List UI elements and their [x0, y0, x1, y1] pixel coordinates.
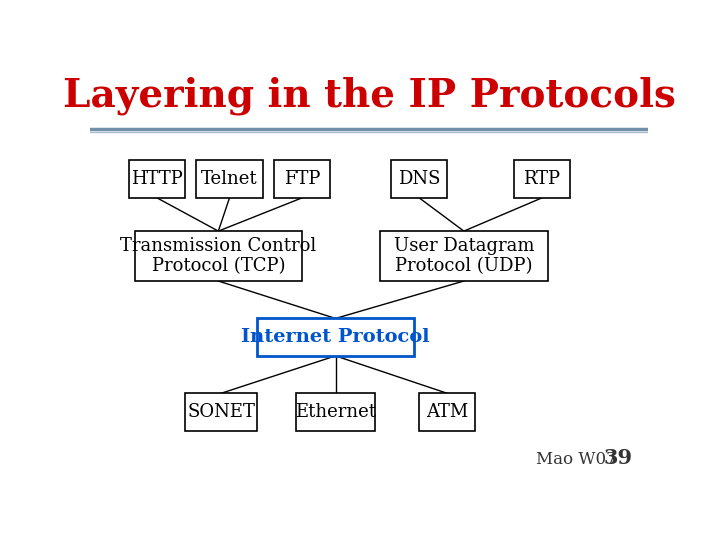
FancyBboxPatch shape: [297, 393, 374, 431]
FancyBboxPatch shape: [392, 160, 447, 198]
FancyBboxPatch shape: [514, 160, 570, 198]
Text: Mao W07: Mao W07: [536, 451, 617, 468]
FancyBboxPatch shape: [135, 231, 302, 281]
FancyBboxPatch shape: [185, 393, 258, 431]
Text: User Datagram
Protocol (UDP): User Datagram Protocol (UDP): [394, 237, 534, 275]
Text: ATM: ATM: [426, 403, 468, 421]
Text: Internet Protocol: Internet Protocol: [241, 328, 430, 346]
Text: 39: 39: [603, 448, 632, 468]
FancyBboxPatch shape: [419, 393, 475, 431]
Text: Ethernet: Ethernet: [295, 403, 376, 421]
FancyBboxPatch shape: [274, 160, 330, 198]
Text: Transmission Control
Protocol (TCP): Transmission Control Protocol (TCP): [120, 237, 317, 275]
Text: FTP: FTP: [284, 170, 320, 188]
Text: Layering in the IP Protocols: Layering in the IP Protocols: [63, 77, 675, 115]
Text: HTTP: HTTP: [131, 170, 183, 188]
FancyBboxPatch shape: [129, 160, 185, 198]
FancyBboxPatch shape: [380, 231, 548, 281]
Text: DNS: DNS: [398, 170, 441, 188]
Text: RTP: RTP: [523, 170, 560, 188]
FancyBboxPatch shape: [258, 319, 414, 356]
Text: SONET: SONET: [187, 403, 255, 421]
FancyBboxPatch shape: [196, 160, 263, 198]
Text: Telnet: Telnet: [201, 170, 258, 188]
